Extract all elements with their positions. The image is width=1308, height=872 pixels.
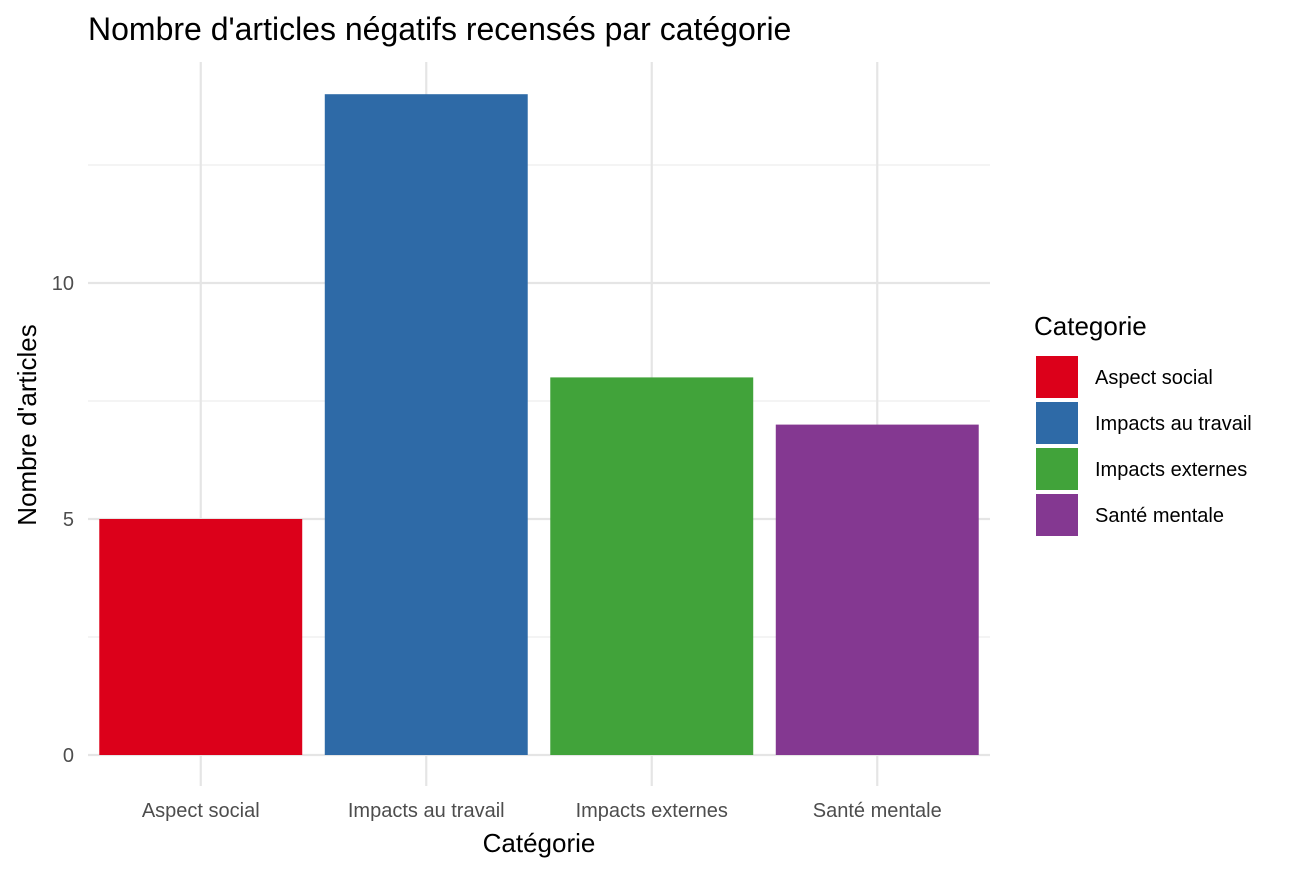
legend-key xyxy=(1036,448,1078,490)
legend-items: Aspect social Impacts au travail Impacts e… xyxy=(1036,356,1252,536)
legend-title: Categorie xyxy=(1034,311,1147,341)
legend-key xyxy=(1036,402,1078,444)
bar xyxy=(99,519,303,755)
y-tick-label: 0 xyxy=(63,745,74,767)
bars-layer xyxy=(99,94,979,755)
legend-key xyxy=(1036,494,1078,536)
x-tick-label: Impacts externes xyxy=(576,800,728,822)
x-axis-ticks: Aspect social Impacts au travail Impacts e… xyxy=(142,800,942,822)
bar xyxy=(324,94,528,755)
x-tick-label: Aspect social xyxy=(142,800,260,822)
y-tick-label: 5 xyxy=(63,509,74,531)
chart-title: Nombre d'articles négatifs recensés par … xyxy=(88,11,791,47)
legend: Categorie Aspect social Impacts au travai… xyxy=(1034,311,1252,536)
legend-label: Impacts externes xyxy=(1095,459,1247,481)
legend-label: Aspect social xyxy=(1095,367,1213,389)
bar xyxy=(775,424,979,755)
x-tick-label: Impacts au travail xyxy=(348,800,505,822)
y-axis-ticks: 0 5 10 xyxy=(52,273,74,767)
legend-label: Impacts au travail xyxy=(1095,413,1252,435)
legend-key xyxy=(1036,356,1078,398)
y-axis-title: Nombre d'articles xyxy=(12,324,42,525)
x-axis-title: Catégorie xyxy=(483,828,596,858)
bar xyxy=(550,377,754,755)
x-tick-label: Santé mentale xyxy=(813,800,942,822)
legend-label: Santé mentale xyxy=(1095,505,1224,527)
y-tick-label: 10 xyxy=(52,273,74,295)
